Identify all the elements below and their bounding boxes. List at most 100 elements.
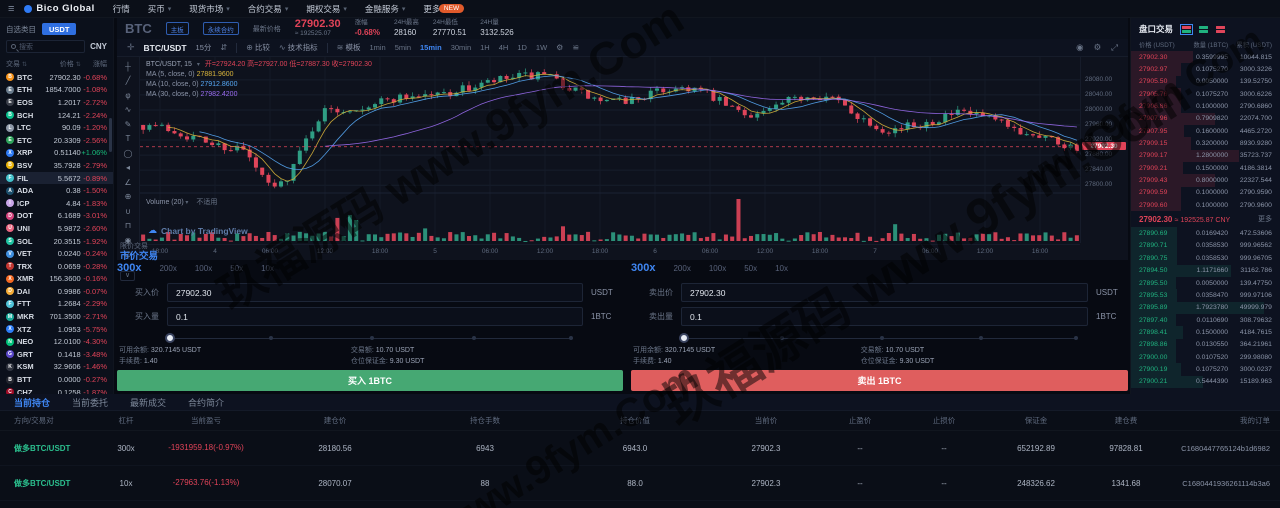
leverage-option-300x[interactable]: 300x — [631, 262, 656, 274]
bid-row[interactable]: 27890.75 0.0358530 999.96705 — [1131, 252, 1280, 265]
coin-row-KSM[interactable]: K KSM 32.9606 -1.46% — [0, 361, 113, 374]
timeframe-15min[interactable]: 15min — [420, 43, 442, 52]
chart-pair[interactable]: BTC/USDT — [143, 42, 187, 53]
tab-favorites[interactable]: 自选类目 — [6, 24, 36, 34]
leverage-option-200x[interactable]: 200x — [159, 264, 177, 273]
position-row[interactable]: 做多BTC/USDT 10x -27963.76(-1.13%) 28070.07 88… — [0, 466, 1280, 501]
chart-plot[interactable]: BTC/USDT, 15 ▾ 开=27924.20 高=27927.00 低=2… — [140, 57, 1080, 243]
timeframe-1min[interactable]: 1min — [369, 43, 386, 52]
bid-row[interactable]: 27895.50 0.0050000 139.47750 — [1131, 276, 1280, 290]
crosshair-icon[interactable]: ✛ — [127, 42, 135, 52]
coin-row-ETC[interactable]: E ETC 20.3309 -2.56% — [0, 134, 113, 147]
coin-row-BTT[interactable]: B BTT 0.0000 -0.27% — [0, 373, 113, 386]
bid-row[interactable]: 27898.41 0.1500000 4184.7615 — [1131, 326, 1280, 339]
coin-row-XRP[interactable]: X XRP 0.51140 +1.06% — [0, 147, 113, 160]
nav-item-行情[interactable]: 行情 — [112, 3, 130, 14]
coin-row-BCH[interactable]: B BCH 124.21 -2.24% — [0, 109, 113, 122]
bid-row[interactable]: 27894.50 1.1171660 31162.786 — [1131, 264, 1280, 277]
bid-row[interactable]: 27900.19 0.1075270 3000.0237 — [1131, 363, 1280, 376]
buy-price-input[interactable]: 27902.30 — [167, 283, 583, 302]
coin-row-TRX[interactable]: T TRX 0.0659 -0.28% — [0, 260, 113, 273]
chart-panes-icon[interactable]: ≌ — [572, 43, 580, 52]
magnet-tool-icon[interactable]: ∪ — [125, 206, 131, 216]
ask-row[interactable]: 27909.59 0.1000000 2790.9590 — [1131, 186, 1280, 200]
sort-icon[interactable]: ⇅ — [75, 62, 81, 68]
leverage-option-200x[interactable]: 200x — [673, 264, 691, 273]
buy-amount-slider[interactable] — [165, 333, 573, 343]
coin-row-DOT[interactable]: D DOT 6.1689 -3.01% — [0, 210, 113, 223]
tradingview-attribution[interactable]: ☁ Chart by TradingView — [148, 225, 248, 236]
brush-tool-icon[interactable]: ✎ — [124, 119, 132, 129]
coin-row-MKR[interactable]: M MKR 701.3500 -2.71% — [6, 312, 107, 322]
ask-row[interactable]: 27909.21 0.1500000 4186.3814 — [1131, 162, 1280, 175]
coin-row-CHZ[interactable]: C CHZ 0.1258 -1.87% — [0, 386, 113, 399]
coin-row-SOL[interactable]: S SOL 20.3515 -1.92% — [0, 235, 113, 248]
text-tool-icon[interactable]: T — [125, 134, 131, 144]
slider-handle[interactable] — [165, 333, 175, 343]
bid-row[interactable]: 27895.53 0.0358470 999.97106 — [1131, 289, 1280, 302]
coin-row-XTZ[interactable]: X XTZ 1.0953 -5.75% — [0, 323, 113, 336]
buy-button[interactable]: 买入 1BTC — [117, 370, 623, 391]
ask-row[interactable]: 27905.76 0.1075270 3000.6226 — [1131, 88, 1280, 101]
zoom-tool-icon[interactable]: ⊕ — [124, 192, 132, 202]
gann-fib-tool-icon[interactable]: φ — [125, 90, 131, 100]
timeframe-1H[interactable]: 1H — [480, 43, 490, 52]
ask-row[interactable]: 27909.17 1.2800000 35723.737 — [1131, 149, 1280, 163]
leverage-option-50x[interactable]: 50x — [744, 264, 758, 273]
bid-row[interactable]: 27890.71 0.0358530 999.96562 — [1131, 239, 1280, 253]
time-axis[interactable]: 18:00 4 06:00 12:00 18:00 5 06:00 12:00 18:00 6 06… — [140, 244, 1080, 258]
ask-row[interactable]: 27909.15 0.3200000 8930.9280 — [1131, 137, 1280, 150]
coin-row-NEO[interactable]: N NEO 12.0100 -4.30% — [0, 335, 113, 348]
sell-button[interactable]: 卖出 1BTC — [631, 370, 1128, 391]
currency-toggle[interactable]: CNY — [90, 42, 107, 51]
coin-row-ICP[interactable]: I ICP 4.84 -1.83% — [0, 197, 113, 210]
coin-row-BTC[interactable]: B BTC 27902.30 -0.68% — [0, 71, 113, 84]
trade-type-limit[interactable]: 限价交易 — [120, 243, 148, 250]
delete-drawings-icon[interactable]: ∅ — [124, 250, 132, 260]
hamburger-menu-icon[interactable]: ≡ — [8, 2, 15, 15]
nav-item-买币[interactable]: 买币 ▾ — [147, 3, 172, 14]
positions-tab-最新成交[interactable]: 最新成交 — [130, 397, 167, 408]
ask-row[interactable]: 27909.43 0.8000000 22327.544 — [1131, 174, 1280, 187]
ask-row[interactable]: 27902.30 0.3599995 10044.815 — [1131, 51, 1280, 64]
bid-row[interactable]: 27898.86 0.0130550 364.21961 — [1131, 338, 1280, 351]
sidebar-scrollbar[interactable] — [109, 118, 112, 152]
price-axis[interactable]: 28080.00 28040.00 28000.00 27960.00 27920.00… — [1080, 57, 1128, 243]
screenshot-icon[interactable]: ◉ — [1076, 42, 1084, 52]
book-view-asks-icon[interactable] — [1215, 25, 1226, 34]
candle-style-icon[interactable]: ⇵ — [220, 43, 228, 52]
timeframe-4H[interactable]: 4H — [498, 43, 509, 52]
trend-line-tool-icon[interactable]: ╱ — [125, 76, 131, 86]
indicators-button[interactable]: ∿ 技术指标 — [278, 43, 318, 52]
fullscreen-icon[interactable]: ⤢ — [1111, 42, 1118, 52]
coin-row-BSV[interactable]: B BSV 35.7928 -2.79% — [0, 159, 113, 172]
positions-tab-合约简介[interactable]: 合约简介 — [188, 397, 225, 408]
more-link[interactable]: 更多 — [1258, 216, 1272, 224]
sell-price-input[interactable]: 27902.30 — [681, 283, 1088, 302]
logo[interactable]: Bico Global — [24, 3, 94, 14]
chart-interval[interactable]: 15分 — [195, 43, 212, 52]
coin-row-ETH[interactable]: E ETH 1854.7000 -1.08% — [0, 84, 113, 97]
ask-row[interactable]: 27905.50 0.0050000 139.52750 — [1131, 75, 1280, 89]
nav-item-期权交易[interactable]: 期权交易 ▾ — [306, 3, 347, 14]
nav-item-合约交易[interactable]: 合约交易 ▾ — [247, 3, 289, 14]
timeframe-1D[interactable]: 1D — [517, 43, 527, 52]
coin-row-DAI[interactable]: D DAI 0.9986 -0.07% — [0, 285, 113, 298]
leverage-option-10x[interactable]: 10x — [261, 264, 275, 273]
compare-button[interactable]: ⊕ 比较 — [246, 43, 270, 52]
leverage-option-10x[interactable]: 10x — [775, 264, 789, 273]
timeframe-1W[interactable]: 1W — [535, 43, 548, 52]
legend-pair[interactable]: BTC/USDT, 15 — [146, 61, 192, 68]
chart-settings-icon[interactable]: ⚙ — [1093, 42, 1102, 52]
bid-row[interactable]: 27890.69 0.0169420 472.53606 — [1131, 227, 1280, 240]
sort-icon[interactable]: ⇅ — [21, 62, 27, 68]
bid-row[interactable]: 27897.40 0.0110690 308.79632 — [1131, 313, 1280, 327]
coin-row-UNI[interactable]: U UNI 5.9872 -2.60% — [0, 222, 113, 235]
bid-row[interactable]: 27895.89 1.7923780 49999.979 — [1131, 301, 1280, 314]
coin-row-EOS[interactable]: E EOS 1.2017 -2.72% — [0, 96, 113, 109]
ask-row[interactable]: 27902.97 0.1075270 3000.3226 — [1131, 63, 1280, 76]
positions-tab-当前委托[interactable]: 当前委托 — [72, 397, 109, 408]
collapse-toolbar-icon[interactable]: ◂ — [125, 163, 130, 173]
sell-amount-input[interactable]: 0.1 — [681, 307, 1088, 326]
shapes-tool-icon[interactable]: ◯ — [123, 148, 133, 158]
